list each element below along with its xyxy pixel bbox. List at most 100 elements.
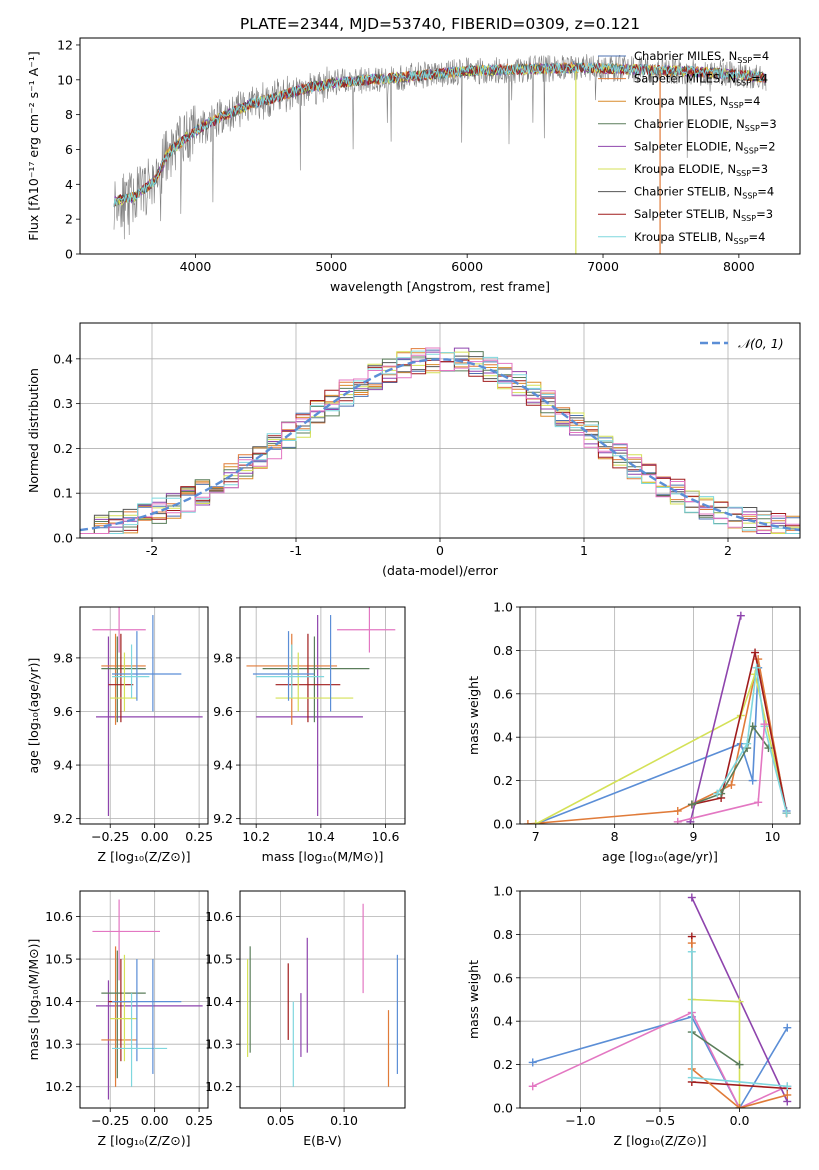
plus-marker <box>687 947 696 956</box>
plot-area <box>523 611 791 824</box>
y-tick-label: 0.0 <box>53 531 73 546</box>
panels-group: 4000 5000 6000 7000 8000024681012wavelength … <box>26 37 801 1148</box>
histogram-step <box>80 347 800 534</box>
y-tick-label: 0.1 <box>53 486 73 501</box>
x-tick-label: 7000 <box>587 259 619 274</box>
plus-marker <box>713 789 722 798</box>
plus-marker <box>528 1082 537 1091</box>
panel-age-vs-Z: −0.25 0.00 0.25 9.2 9.4 9.6 9.8 Z [log₁₀(Z/Z⊙)]… <box>26 606 213 864</box>
weight-series-line <box>677 724 766 823</box>
y-axis-label: mass weight <box>466 960 481 1039</box>
weight-series-line <box>691 652 788 814</box>
plus-marker <box>673 817 682 824</box>
errorbar-point <box>112 959 182 1062</box>
legend-item: Salpeter ELODIE, NSSP=2 <box>598 139 776 155</box>
plus-marker <box>783 1090 792 1099</box>
legend-item: Salpeter STELIB, NSSP=3 <box>598 207 773 223</box>
legend-label: Chabrier MILES, NSSP=4 <box>634 49 769 65</box>
y-tick-label: 10.3 <box>45 1037 73 1052</box>
errorbar-point <box>262 636 370 723</box>
errorbar-point <box>110 652 137 712</box>
y-tick-label: 9.6 <box>213 704 233 719</box>
y-tick-label: 6 <box>65 142 73 157</box>
y-tick-label: 0.0 <box>493 1101 513 1116</box>
y-tick-label: 10 <box>57 72 73 87</box>
legend-item: Salpeter MILES, NSSP=4 <box>598 72 768 88</box>
legend: 𝒩(0, 1) <box>700 336 784 351</box>
x-tick-label: 10.2 <box>242 829 270 844</box>
x-tick-label: 8000 <box>723 259 755 274</box>
errorbar-point <box>101 633 146 725</box>
legend-label: Chabrier STELIB, NSSP=4 <box>634 185 774 201</box>
legend-item: Chabrier MILES, NSSP=4 <box>598 49 769 65</box>
plot-area <box>113 54 767 254</box>
errorbar-point <box>112 644 150 699</box>
x-axis-label: Z [log₁₀(Z/Z⊙)] <box>614 1133 707 1148</box>
plus-marker <box>735 1104 744 1108</box>
y-tick-label: 0.2 <box>493 1057 513 1072</box>
plus-marker <box>764 744 773 753</box>
plot-area <box>246 607 396 816</box>
x-tick-label: 9 <box>690 829 698 844</box>
y-tick-label: 10.2 <box>205 1079 233 1094</box>
errorbar-point <box>110 954 137 1062</box>
y-tick-label: 2 <box>65 212 73 227</box>
normal-curve <box>80 358 800 532</box>
weight-series-line <box>535 671 788 824</box>
x-tick-label: 0.00 <box>141 1113 169 1128</box>
legend-label: Kroupa STELIB, NSSP=4 <box>634 230 765 246</box>
errorbar-point <box>101 636 146 723</box>
weight-series-line <box>532 1011 788 1108</box>
legend-item: Chabrier STELIB, NSSP=4 <box>598 185 774 201</box>
plus-marker <box>727 780 736 789</box>
x-axis-label: (data-model)/error <box>382 563 499 578</box>
y-tick-label: 1.0 <box>493 884 513 899</box>
x-tick-label: −0.25 <box>91 829 129 844</box>
y-tick-label: 0.6 <box>493 686 513 701</box>
plus-marker <box>751 648 760 657</box>
panel-mass-vs-EBV: 0.05 0.10 10.2 10.3 10.4 10.5 10.6 E(B-V) <box>205 890 406 1148</box>
plus-marker <box>687 893 696 902</box>
errorbar-point <box>108 959 134 1062</box>
x-tick-label: 8 <box>611 829 619 844</box>
plus-marker <box>782 809 791 818</box>
y-tick-label: 0.6 <box>493 970 513 985</box>
x-axis-label: Z [log₁₀(Z/Z⊙)] <box>98 1133 191 1148</box>
x-tick-label: −1.0 <box>565 1113 595 1128</box>
x-axis-label: age [log₁₀(age/yr)] <box>602 849 718 864</box>
y-tick-label: 9.4 <box>53 758 73 773</box>
legend-item: Kroupa ELODIE, NSSP=3 <box>598 162 768 178</box>
y-tick-label: 1.0 <box>493 600 513 615</box>
x-tick-label: -2 <box>146 543 158 558</box>
axes-frame <box>79 890 209 1109</box>
x-tick-label: 1 <box>580 543 588 558</box>
weight-series-line <box>689 615 742 822</box>
errorbar-point <box>112 631 182 701</box>
x-tick-label: 2 <box>724 543 732 558</box>
legend-item: Chabrier ELODIE, NSSP=3 <box>598 117 777 133</box>
y-tick-label: 0.4 <box>493 730 513 745</box>
plot-area <box>80 347 800 534</box>
x-tick-label: 0.05 <box>267 1113 295 1128</box>
y-axis-label: Normed distribution <box>26 368 41 493</box>
y-tick-label: 10.5 <box>205 952 233 967</box>
model-spectrum-line <box>113 61 767 208</box>
y-tick-label: 10.4 <box>205 994 233 1009</box>
plus-marker <box>736 611 745 620</box>
axes-frame <box>519 606 801 825</box>
y-tick-label: 0.4 <box>53 351 73 366</box>
y-axis-label: mass weight <box>466 676 481 755</box>
y-tick-label: 9.2 <box>53 811 73 826</box>
y-tick-label: 0.2 <box>53 441 73 456</box>
errorbar-point <box>337 607 396 653</box>
plus-marker <box>735 997 744 1006</box>
plus-marker <box>531 820 540 824</box>
x-tick-label: 6000 <box>451 259 483 274</box>
plus-marker <box>735 1060 744 1069</box>
x-tick-label: 0.0 <box>730 1113 750 1128</box>
x-tick-label: 7 <box>532 829 540 844</box>
panel-weight-vs-age: 7 8 9 10 0.0 0.2 0.4 0.6 0.8 1.0 age [log₁₀(age/yr… <box>466 600 801 864</box>
y-tick-label: 4 <box>65 177 73 192</box>
x-tick-label: 0.25 <box>185 1113 213 1128</box>
